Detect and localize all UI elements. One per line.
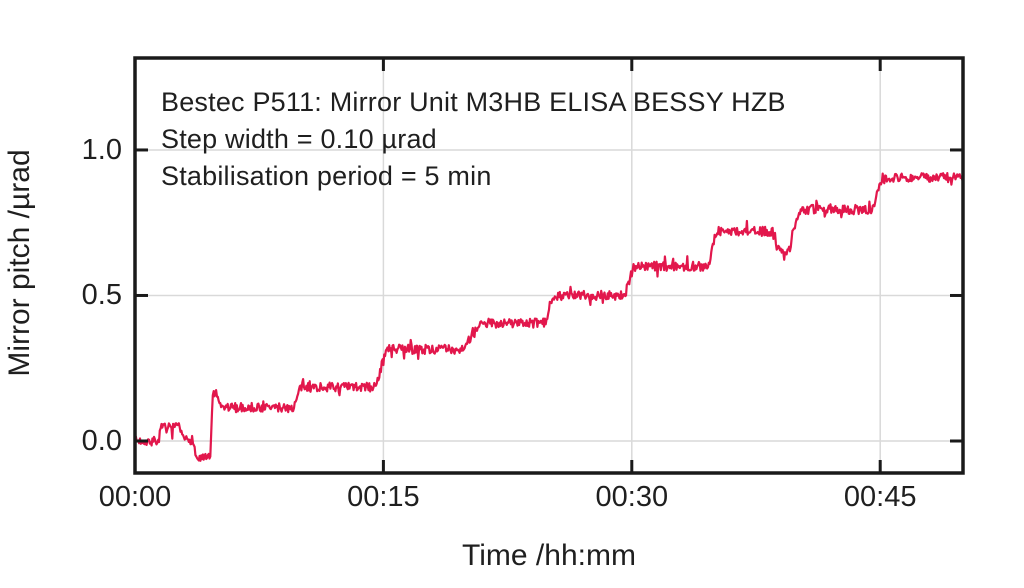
x-axis-label: Time /hh:mm [462,539,636,572]
annotation-line-step-width: Step width = 0.10 µrad [161,124,437,154]
x-tick-label: 00:45 [843,481,917,513]
annotation-line-stabilisation: Stabilisation period = 5 min [161,161,492,191]
annotation-line-title: Bestec P511: Mirror Unit M3HB ELISA BESS… [161,87,786,117]
mirror-pitch-trace [135,172,963,462]
y-tick-label: 1.0 [81,133,122,166]
x-tick-label: 00:15 [347,481,420,513]
x-tick-label: 00:00 [98,481,172,513]
chart-annotation: Bestec P511: Mirror Unit M3HB ELISA BESS… [161,84,786,195]
plot-frame [133,56,965,475]
y-tick-label: 0.5 [81,279,122,312]
x-tick-label: 00:30 [595,481,669,513]
y-tick-label: 0.0 [81,424,122,457]
